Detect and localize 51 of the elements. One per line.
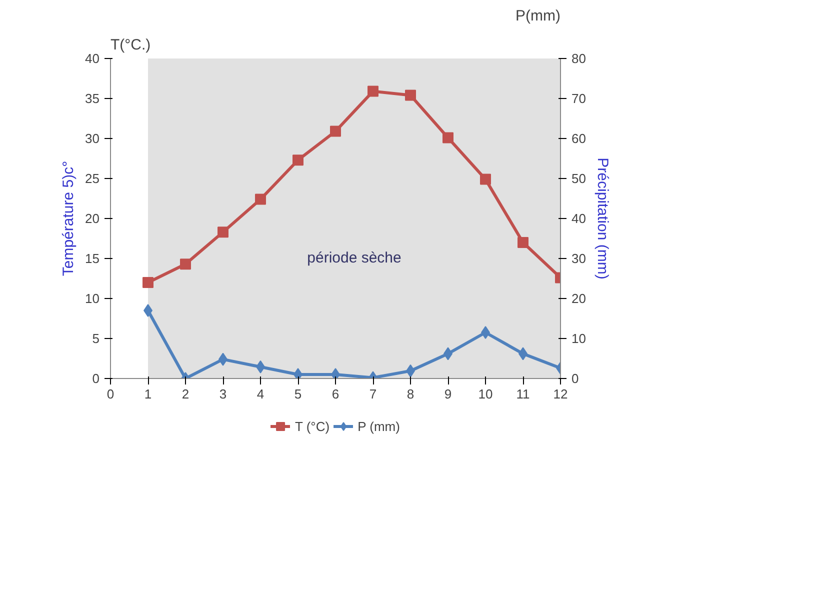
- y-tick-label: 20: [85, 211, 100, 226]
- x-tick-label: 1: [144, 386, 152, 402]
- point: [218, 226, 228, 238]
- y-tick-label: 35: [85, 91, 100, 106]
- y2-tick-label: 80: [572, 51, 586, 66]
- text: P(mm): [516, 8, 561, 24]
- x-tick-label: 0: [106, 386, 114, 402]
- x-tick-label: 12: [553, 386, 568, 402]
- y2-tick-label: 30: [572, 251, 586, 266]
- x-tick-label: 3: [219, 386, 227, 402]
- x-tick-label: 7: [369, 386, 377, 402]
- point: [142, 277, 154, 288]
- y-axis-title: Température 5)c°: [60, 160, 78, 276]
- y2-tick-label: 40: [572, 211, 586, 226]
- y2-tick-label: 10: [572, 331, 586, 346]
- point: [180, 258, 191, 270]
- point: [518, 237, 528, 248]
- y2-tick-label: 20: [572, 291, 586, 306]
- legend-label: T (°C): [295, 418, 330, 434]
- y-tick-label: 25: [85, 171, 100, 186]
- x-tick-label: 6: [332, 386, 340, 402]
- y-tick-label: 5: [92, 331, 100, 346]
- x-tick-label: 9: [444, 386, 452, 402]
- y-tick-label: 10: [85, 291, 100, 306]
- y-tick-label: 15: [85, 251, 100, 266]
- y-tick-label: 40: [85, 51, 100, 66]
- x-tick-label: 4: [256, 386, 264, 402]
- x-tick-label: 11: [516, 386, 530, 402]
- y-tick-label: 30: [85, 131, 100, 146]
- y2-tick-label: 50: [572, 171, 586, 186]
- point: [405, 90, 416, 101]
- x-tick-label: 5: [294, 386, 302, 402]
- y2-tick-label: 70: [572, 91, 586, 106]
- point: [330, 126, 341, 137]
- text: T(°C.): [110, 36, 151, 54]
- y2-tick-label: 0: [572, 371, 579, 386]
- point: [331, 368, 340, 378]
- point: [442, 132, 454, 144]
- x-tick-label: 2: [182, 386, 190, 402]
- point: [480, 174, 491, 185]
- legend-label: P (mm): [358, 418, 400, 434]
- x-tick-label: 10: [478, 386, 493, 402]
- point: [292, 154, 304, 166]
- band-label: période sèche: [307, 250, 402, 266]
- point: [294, 368, 302, 378]
- y-tick-label: 0: [92, 371, 100, 386]
- x-tick-label: 8: [406, 386, 414, 402]
- point: [368, 86, 378, 97]
- point: [255, 194, 266, 205]
- y2-tick-label: 60: [572, 131, 586, 146]
- y2-axis-title: Précipitation (mm): [594, 158, 611, 280]
